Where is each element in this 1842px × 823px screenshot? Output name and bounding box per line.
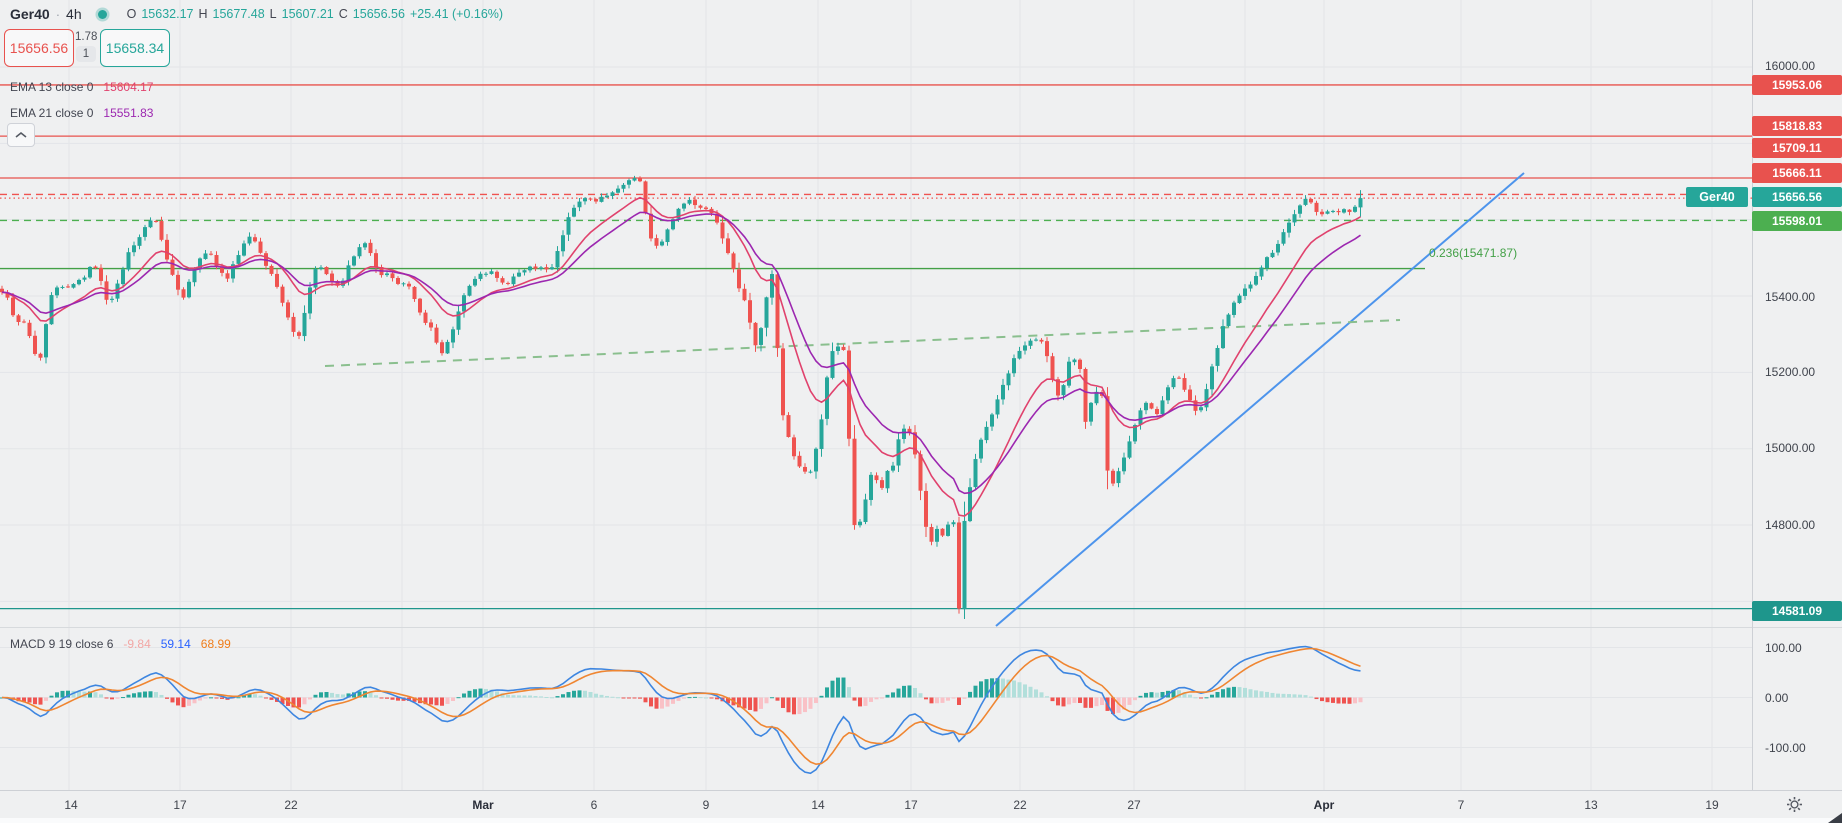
- time-axis-label: 6: [590, 798, 598, 812]
- price-axis-border: [1752, 0, 1753, 790]
- collapse-legend-button[interactable]: [7, 123, 35, 147]
- price-axis-label: -100.00: [1765, 741, 1806, 755]
- buy-button[interactable]: 15658.34: [100, 29, 170, 67]
- ema21-label: EMA 21 close 0: [10, 106, 94, 120]
- timezone-settings-button[interactable]: [1786, 796, 1803, 818]
- buy-price: 15658.34: [105, 40, 165, 56]
- macd-hist-value: -9.84: [123, 637, 151, 651]
- ohlc-value: 15656.56: [352, 7, 405, 21]
- symbol-price-badge: Ger40: [1686, 187, 1748, 207]
- gear-icon: [1787, 797, 1802, 812]
- ohlc-letter: C: [338, 7, 348, 21]
- ohlc-letter: O: [126, 7, 137, 21]
- time-axis-label: 19: [1705, 798, 1719, 812]
- corner-resize-handle[interactable]: [1828, 813, 1842, 823]
- market-status-dot-icon: [97, 9, 107, 19]
- price-level-badge[interactable]: 15953.06: [1752, 75, 1842, 95]
- ohlc-value: 15677.48: [212, 7, 265, 21]
- price-axis-label: 14800.00: [1765, 518, 1816, 532]
- spread-unit: 1: [76, 46, 96, 62]
- macd-label: MACD 9 19 close 6: [10, 637, 114, 651]
- sell-price: 15656.56: [9, 40, 69, 56]
- chevron-up-icon: [15, 131, 27, 138]
- ohlc-value: 15632.17: [141, 7, 194, 21]
- time-axis-label: Mar: [472, 798, 494, 812]
- price-level-badge[interactable]: 15656.56: [1752, 187, 1842, 207]
- title-separator: ·: [55, 6, 61, 22]
- chart-legend-header[interactable]: Ger40 · 4h O 15632.17 H 15677.48 L 15607.21 C 1…: [10, 6, 503, 22]
- time-axis-label: 7: [1457, 798, 1465, 812]
- time-axis-label: 9: [702, 798, 710, 812]
- spread-value: 1.78: [75, 31, 98, 43]
- time-axis-label: 13: [1584, 798, 1598, 812]
- fib-level-label[interactable]: 0.236(15471.87): [1429, 246, 1518, 260]
- price-level-badge[interactable]: 14581.09: [1752, 601, 1842, 621]
- macd-legend[interactable]: MACD 9 19 close 6 -9.84 59.14 68.99: [10, 637, 231, 651]
- macd-line-value: 59.14: [160, 637, 191, 651]
- price-level-badge[interactable]: 15818.83: [1752, 116, 1842, 136]
- timeframe-label: 4h: [66, 6, 82, 22]
- price-level-badge[interactable]: 15709.11: [1752, 138, 1842, 158]
- ema21-legend[interactable]: EMA 21 close 0 15551.83: [10, 106, 153, 120]
- price-axis-label: 15000.00: [1765, 441, 1816, 455]
- spread-unit-value: 1: [82, 48, 90, 60]
- symbol-name: Ger40: [10, 6, 50, 22]
- time-axis-label: 14: [811, 798, 825, 812]
- price-level-badge[interactable]: 15598.01: [1752, 211, 1842, 231]
- macd-signal-value: 68.99: [200, 637, 231, 651]
- ohlc-value: 15607.21: [281, 7, 334, 21]
- ohlc-letter: L: [269, 7, 277, 21]
- bottom-edge: [0, 818, 1842, 823]
- time-axis-label: 22: [1013, 798, 1027, 812]
- ema13-value: 15604.17: [103, 80, 154, 94]
- price-axis-label: 100.00: [1765, 641, 1802, 655]
- price-axis-label: 16000.00: [1765, 59, 1816, 73]
- sell-button[interactable]: 15656.56: [4, 29, 74, 67]
- ohlc-values: O 15632.17 H 15677.48 L 15607.21 C 15656.56 +25.…: [127, 7, 503, 21]
- price-axis-label: 15400.00: [1765, 290, 1816, 304]
- time-axis-label: 27: [1127, 798, 1141, 812]
- time-axis-label: 22: [284, 798, 298, 812]
- time-axis[interactable]: 14 17 22 Mar 6 9 14 17 22 27 Apr 7 13 19: [0, 790, 1842, 819]
- time-axis-label: 14: [64, 798, 78, 812]
- change-value: +25.41 (+0.16%): [409, 7, 504, 21]
- price-level-badge[interactable]: 15666.11: [1752, 163, 1842, 183]
- time-axis-label: Apr: [1313, 798, 1335, 812]
- ohlc-letter: H: [198, 7, 208, 21]
- time-axis-label: 17: [173, 798, 187, 812]
- ema21-value: 15551.83: [103, 106, 154, 120]
- time-axis-label: 17: [904, 798, 918, 812]
- price-axis-label: 0.00: [1765, 691, 1789, 705]
- ema13-label: EMA 13 close 0: [10, 80, 94, 94]
- ema13-legend[interactable]: EMA 13 close 0 15604.17: [10, 80, 153, 94]
- price-axis-label: 15200.00: [1765, 365, 1816, 379]
